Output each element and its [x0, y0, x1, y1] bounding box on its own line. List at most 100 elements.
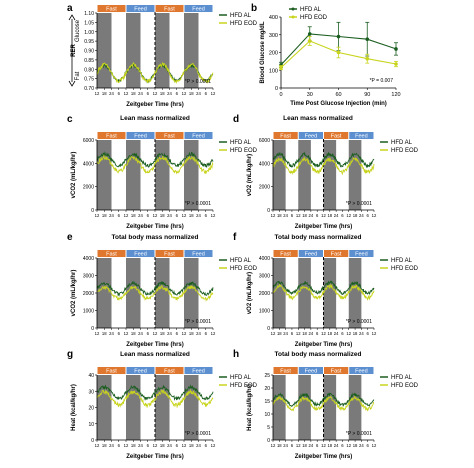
y-tick-label: 400: [269, 15, 278, 21]
series-line-hfd-eod: [96, 61, 214, 85]
x-tick-label: 12: [321, 331, 326, 336]
x-tick-label: 24: [109, 91, 114, 96]
phase-bar-fast: [324, 250, 349, 257]
y-tick-label: 0.90: [84, 49, 94, 55]
data-point: [279, 65, 283, 70]
x-tick-label: 12: [153, 91, 158, 96]
series-line-hfd-al: [96, 384, 214, 401]
x-tick-label: 12: [153, 443, 158, 448]
x-tick-label: 18: [327, 213, 332, 218]
phase-bar-feed: [298, 367, 323, 374]
x-tick-label: 12: [372, 331, 377, 336]
panel-g: g Lean mass normalized Fast Feed Fast Feed 0 10…: [67, 349, 258, 460]
y-axis-label: vCO2 (mL/kg/hr): [71, 270, 77, 317]
y-tick-label: 300: [269, 33, 278, 39]
x-tick-label: 18: [102, 213, 107, 218]
phase-bar-fast: [155, 5, 184, 12]
dark-phase-band: [97, 13, 112, 88]
x-tick-label: 12: [182, 91, 187, 96]
x-tick-label: 18: [102, 443, 107, 448]
x-tick-label: 24: [138, 91, 143, 96]
x-tick-label: 12: [124, 331, 129, 336]
panel-letter: c: [67, 114, 73, 125]
phase-bar-label: Feed: [305, 252, 318, 258]
x-axis-label: Time Post Glucose Injection (min): [290, 101, 387, 107]
dark-phase-band: [273, 140, 286, 210]
x-tick-label: 6: [118, 91, 121, 96]
y-tick-label: 100: [269, 68, 278, 74]
x-tick-label: 6: [367, 331, 370, 336]
panel-title: Lean mass normalized: [120, 351, 190, 358]
x-tick-label: 12: [211, 91, 216, 96]
phase-bar-feed: [184, 132, 213, 139]
phase-bar-label: Feed: [134, 369, 147, 375]
x-tick-label: 12: [211, 331, 216, 336]
phase-bar-fast: [155, 250, 184, 257]
legend-marker: [291, 7, 295, 11]
x-tick-label: 12: [296, 213, 301, 218]
phase-bar-label: Feed: [305, 134, 318, 140]
legend-label: HFD EOD: [230, 383, 258, 389]
panel-letter: a: [67, 3, 73, 14]
x-axis-label: Zeitgeber Time (hrs): [295, 342, 353, 348]
series-line-hfd-eod: [272, 156, 375, 176]
x-tick-label: 18: [160, 213, 165, 218]
x-tick-label: 12: [124, 443, 129, 448]
x-tick-label: 18: [189, 443, 194, 448]
x-tick-label: 12: [271, 443, 276, 448]
y-axis-label: RER: [71, 44, 77, 57]
dark-phase-band: [323, 375, 337, 440]
dark-phase-band: [97, 140, 112, 210]
phase-bar-label: Fast: [331, 369, 342, 375]
y-tick-label: 1.10: [84, 11, 94, 17]
data-point: [307, 32, 312, 36]
y-tick-label: 0.75: [84, 77, 94, 83]
x-tick-label: 24: [109, 331, 114, 336]
phase-bar-feed: [298, 132, 323, 139]
x-tick-label: 18: [327, 331, 332, 336]
legend-marker: [291, 15, 295, 19]
x-tick-label: 6: [316, 443, 319, 448]
x-tick-label: 18: [353, 331, 358, 336]
panel-letter: e: [67, 232, 73, 243]
x-tick-label: 18: [102, 91, 107, 96]
phase-bar-label: Fast: [280, 252, 291, 258]
series-line-hfd-eod: [96, 388, 214, 409]
x-tick-label: 6: [147, 443, 150, 448]
significance-annotation: *P > 0.0001: [185, 79, 211, 85]
y-tick-label: 6000: [259, 138, 270, 144]
x-tick-label: 24: [359, 331, 364, 336]
data-point: [394, 62, 398, 66]
x-tick-label: 6: [147, 213, 150, 218]
phase-bar-fast: [97, 250, 126, 257]
x-tick-label: 6: [176, 443, 179, 448]
x-tick-label: 24: [167, 91, 172, 96]
x-tick-label: 18: [160, 91, 165, 96]
data-point: [394, 47, 398, 51]
series-line-hfd-al: [272, 151, 375, 169]
x-tick-label: 12: [271, 331, 276, 336]
y-tick-label: 0.85: [84, 58, 94, 64]
x-tick-label: 18: [277, 331, 282, 336]
x-tick-label: 24: [196, 91, 201, 96]
x-tick-label: 6: [176, 91, 179, 96]
dark-phase-band: [348, 258, 362, 328]
phase-bar-label: Feed: [134, 134, 147, 140]
x-tick-label: 24: [283, 443, 288, 448]
y-axis-label: vO2 (mL/kg/hr): [247, 154, 253, 196]
significance-annotation: *P > 0.0001: [346, 319, 372, 325]
x-tick-label: 12: [346, 443, 351, 448]
panel-d: d Lean mass normalized Fast Feed Fast Feed 0 20…: [233, 114, 419, 230]
legend-label: HFD EOD: [230, 266, 258, 272]
x-tick-label: 6: [316, 213, 319, 218]
phase-bar-fast: [273, 132, 298, 139]
panel-letter: h: [233, 349, 239, 360]
phase-bar-feed: [184, 5, 213, 12]
x-tick-label: 6: [291, 331, 294, 336]
y-tick-label: 0.80: [84, 67, 94, 73]
legend-label: HFD AL: [391, 258, 413, 264]
y-tick-label: 0: [267, 438, 270, 444]
phase-bar-label: Fast: [164, 369, 175, 375]
y-tick-label: 2000: [259, 291, 270, 297]
x-tick-label: 6: [341, 331, 344, 336]
